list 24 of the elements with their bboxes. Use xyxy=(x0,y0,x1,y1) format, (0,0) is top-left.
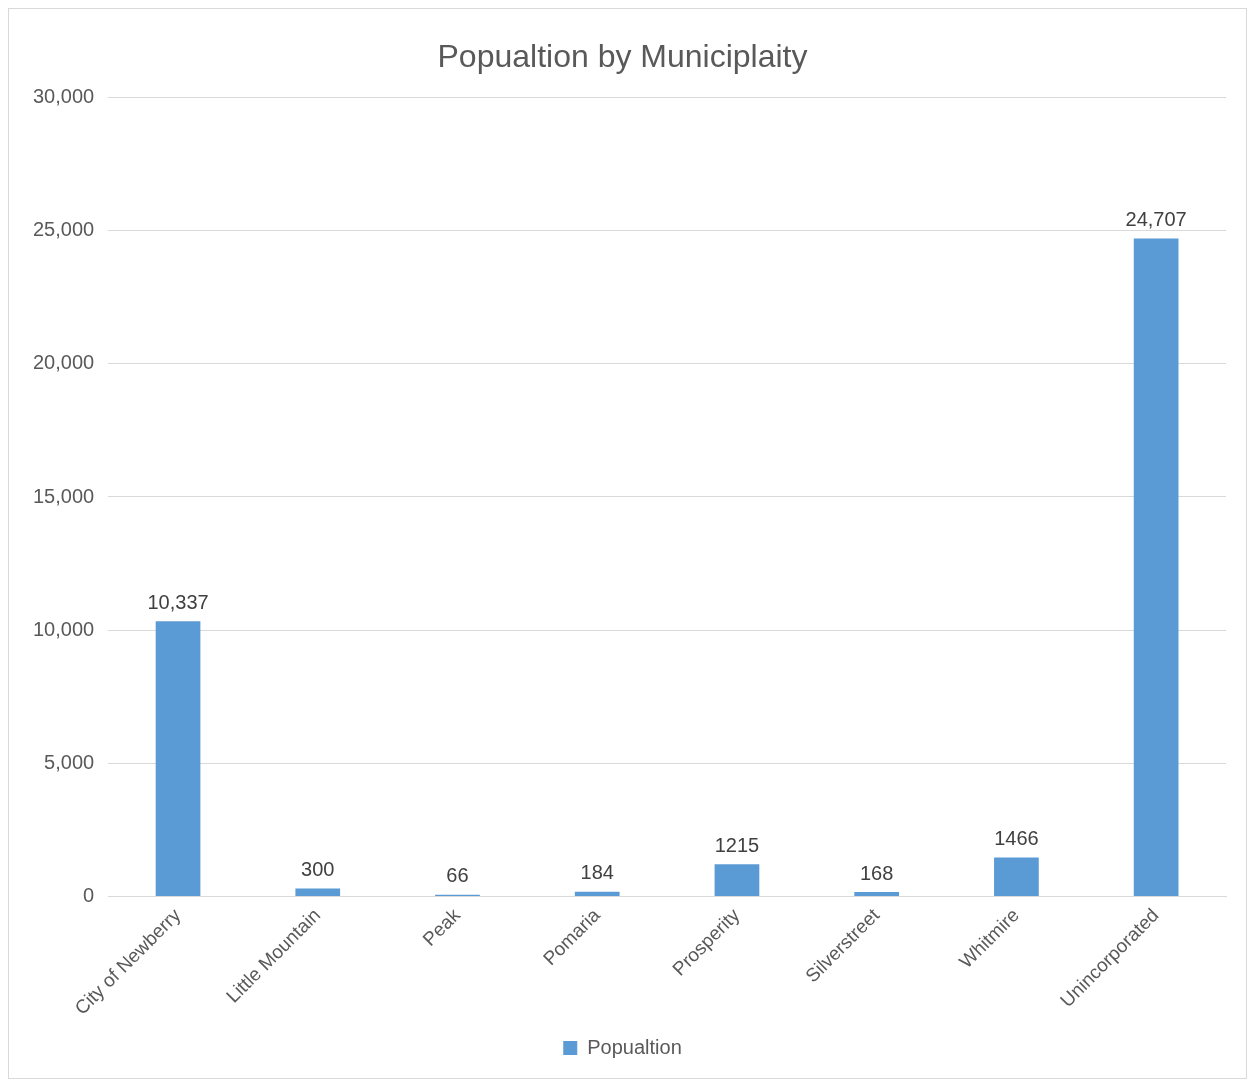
bar xyxy=(1133,238,1179,897)
data-label: 1215 xyxy=(714,833,760,856)
data-label: 66 xyxy=(446,864,469,887)
bar xyxy=(574,891,620,897)
bar xyxy=(994,857,1039,897)
y-tick-label: 20,000 xyxy=(33,351,95,374)
y-tick-label: 5,000 xyxy=(44,750,95,773)
data-label: 300 xyxy=(301,858,335,881)
bar xyxy=(295,888,341,897)
data-label: 1466 xyxy=(994,827,1039,850)
chart-title: Popualtion by Municiplaity xyxy=(437,38,808,75)
bar xyxy=(714,864,760,897)
y-tick-label: 0 xyxy=(83,884,95,907)
y-tick-label: 25,000 xyxy=(33,218,95,241)
data-label: 24,707 xyxy=(1125,207,1187,230)
bar xyxy=(155,621,201,897)
y-tick-label: 15,000 xyxy=(33,484,95,507)
legend-label: Popualtion xyxy=(587,1035,682,1058)
data-label: 10,337 xyxy=(147,590,209,613)
y-tick-label: 10,000 xyxy=(33,617,95,640)
bar xyxy=(854,892,900,897)
data-label: 168 xyxy=(859,861,894,884)
y-tick-label: 30,000 xyxy=(33,84,95,107)
data-label: 184 xyxy=(580,861,614,884)
